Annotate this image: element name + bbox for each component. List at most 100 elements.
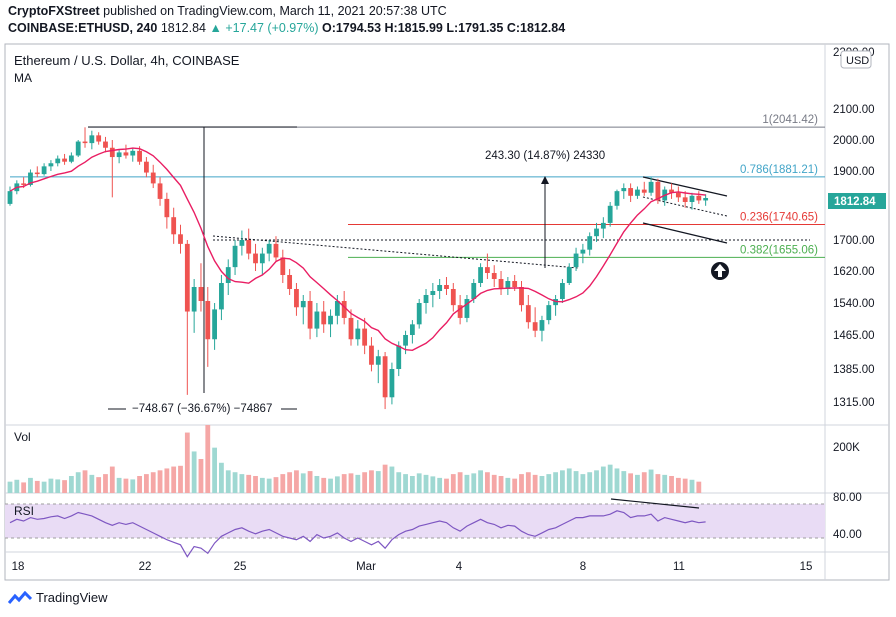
candle-body (478, 267, 483, 283)
candle-body (103, 141, 108, 148)
publish-line: CryptoFXStreet published on TradingView.… (8, 4, 447, 18)
candle-body (437, 285, 443, 291)
candle-body (546, 305, 552, 321)
volume-bar (219, 462, 224, 493)
volume-bar (464, 474, 470, 493)
candle-body (471, 283, 477, 299)
fib-level-label: 1(2041.42) (762, 114, 818, 126)
candle-body (498, 279, 504, 289)
volume-bar (28, 477, 33, 493)
volume-bar (334, 476, 340, 493)
candle-body (198, 287, 204, 301)
candle-body (457, 305, 463, 318)
time-tick-label: 8 (580, 561, 586, 573)
volume-bar (641, 472, 647, 493)
price-tick-label: 1700.00 (833, 235, 875, 247)
candle-body (696, 195, 702, 201)
candle-body (328, 315, 333, 325)
volume-bar (82, 470, 88, 493)
candle-body (621, 188, 627, 192)
volume-bar (682, 478, 688, 493)
candle-body (607, 205, 613, 223)
candle-body (389, 369, 395, 398)
candle-body (287, 275, 293, 289)
volume-bar (580, 474, 586, 493)
volume-bar (96, 477, 102, 493)
volume-bar (273, 477, 279, 493)
volume-bar (648, 469, 654, 493)
candle-body (334, 301, 340, 316)
volume-bar (205, 425, 211, 493)
candle-body (212, 309, 217, 340)
volume-bar (450, 474, 456, 493)
price-tick-label: 2100.00 (833, 104, 875, 116)
candle-body (512, 281, 518, 287)
candle-body (450, 289, 456, 306)
volume-bar (314, 476, 320, 493)
volume-bar (532, 474, 538, 493)
drop-annotation: −748.67 (−36.67%) −74867 (132, 403, 272, 415)
volume-bar (253, 476, 258, 493)
volume-bar (594, 470, 599, 493)
last-price-value: 1812.84 (160, 21, 207, 35)
fib-level-label: 0.236(1740.65) (740, 212, 818, 224)
candle-body (21, 183, 27, 185)
candle-body (369, 345, 374, 365)
symbol-label: COINBASE:ETHUSD, 240 (8, 21, 158, 35)
volume-bar (669, 476, 674, 493)
volume-bar (144, 474, 149, 493)
candle-body (362, 328, 368, 346)
rsi-band (5, 504, 825, 538)
candle-body (280, 257, 286, 275)
volume-bar (191, 451, 197, 493)
candle-body (116, 152, 122, 158)
candle-body (382, 356, 388, 398)
volume-bar (103, 474, 108, 493)
volume-bar (485, 472, 490, 493)
volume-bar (348, 473, 354, 493)
candle-body (266, 243, 272, 254)
rsi-divergence-line (610, 498, 700, 509)
volume-bar (232, 472, 238, 493)
candle-body (403, 335, 408, 346)
candle-body (600, 222, 606, 229)
volume-bar (137, 476, 142, 493)
price-tick-label: 1900.00 (833, 166, 875, 178)
currency-button[interactable] (840, 50, 872, 69)
candle-body (580, 249, 586, 254)
publisher-name: CryptoFXStreet (8, 4, 100, 18)
breakout-arrow-shape (714, 264, 726, 277)
volume-bar (89, 474, 95, 493)
candle-body (703, 198, 709, 201)
candle-body (232, 245, 238, 268)
volume-bar (116, 477, 122, 493)
candle-body (191, 287, 197, 312)
up-arrow-icon: ▲ (209, 21, 222, 35)
volume-label: Vol (14, 430, 31, 444)
volume-bar (239, 474, 245, 493)
volume-bar (546, 474, 552, 493)
candle-body (341, 301, 347, 318)
volume-bar (403, 474, 408, 493)
volume-bar (287, 472, 293, 493)
volume-bar (130, 479, 136, 493)
candle-body (573, 253, 579, 268)
volume-bar (525, 472, 531, 493)
candle-body (34, 172, 40, 175)
footer-brand[interactable]: TradingView (8, 590, 108, 605)
publish-info: published on TradingView.com, March 11, … (103, 4, 447, 18)
volume-bar (280, 474, 286, 493)
volume-bar (294, 470, 299, 493)
candle-body (48, 163, 54, 167)
volume-bar (341, 474, 347, 493)
volume-bar (123, 478, 129, 493)
candle-body (62, 158, 67, 162)
volume-bar (662, 474, 668, 493)
volume-bar (75, 472, 81, 493)
rsi-label: RSI (14, 504, 34, 518)
candle-body (682, 197, 688, 202)
candle-body (669, 189, 674, 193)
candle-body (130, 150, 136, 156)
price-tag-box (828, 193, 886, 209)
